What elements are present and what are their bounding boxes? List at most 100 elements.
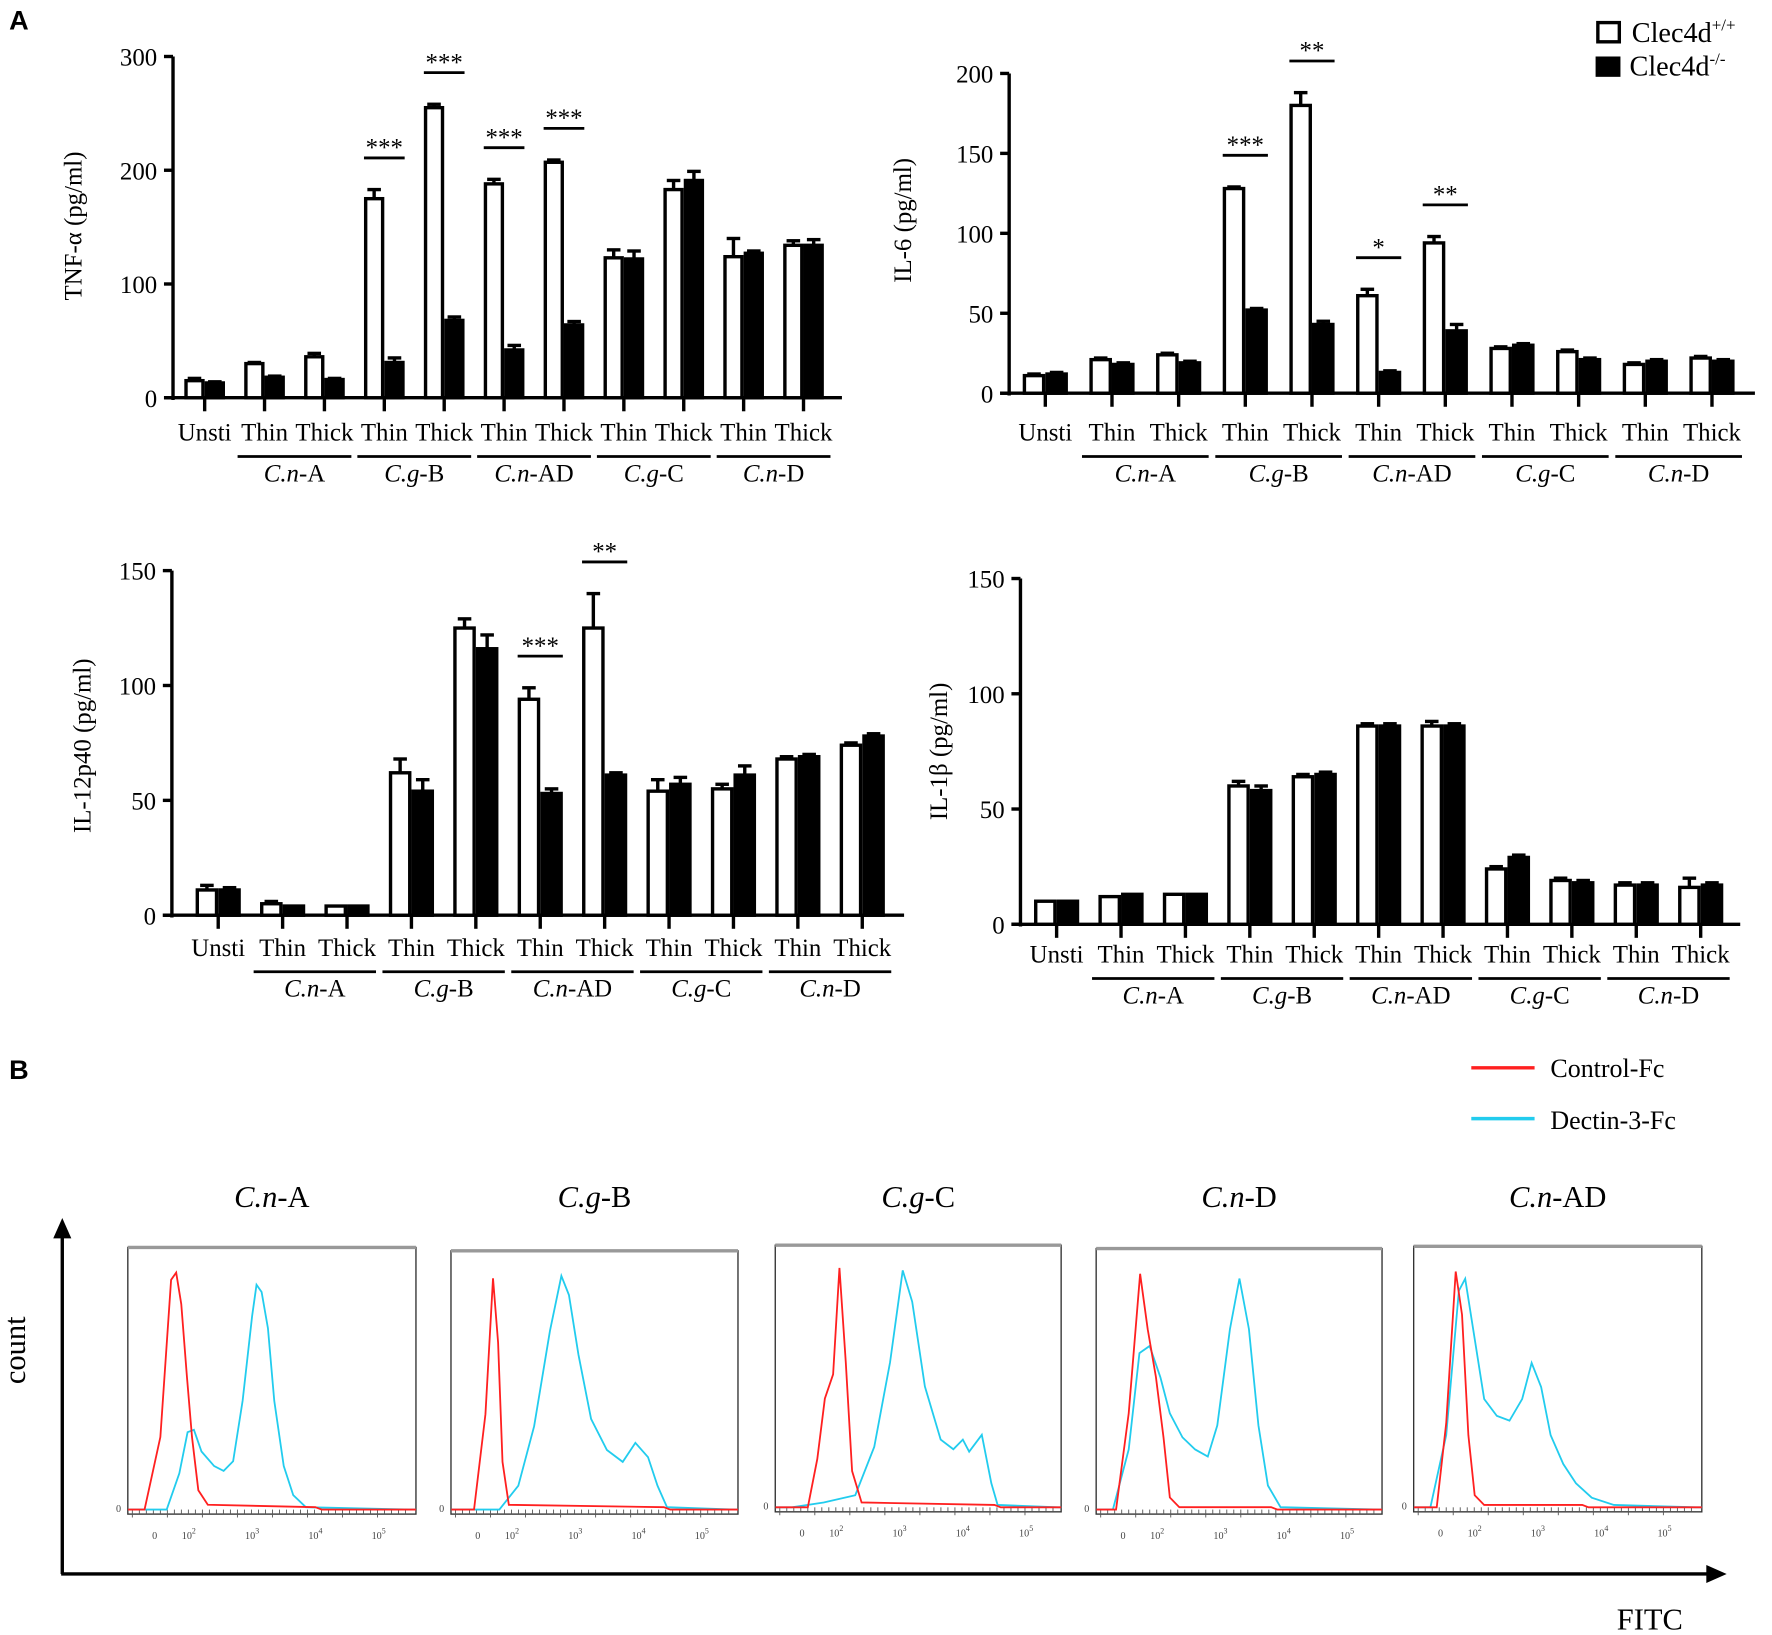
panel-label-a: A bbox=[9, 4, 29, 35]
x-tick-base: 0 bbox=[152, 1531, 157, 1542]
group-label: C.g-B bbox=[384, 460, 444, 487]
dectin-histogram-line bbox=[451, 1272, 738, 1511]
group-label-strain: -AD bbox=[568, 976, 612, 1003]
category-label: Thin bbox=[388, 935, 435, 962]
x-tick-exp: 4 bbox=[1287, 1526, 1291, 1535]
group-label-strain: -B bbox=[419, 460, 444, 487]
significance-stars: * bbox=[1372, 234, 1384, 261]
group-label: C.g-C bbox=[671, 976, 731, 1003]
x-tick-exp: 5 bbox=[1029, 1524, 1033, 1533]
group-label-strain: -C bbox=[659, 460, 684, 487]
category-label: Thick bbox=[775, 420, 834, 447]
bar-wt bbox=[1356, 293, 1379, 395]
category-label: Thin bbox=[1355, 942, 1402, 969]
group-label-strain: -AD bbox=[530, 460, 574, 487]
group-label-species: C.g bbox=[671, 976, 706, 1003]
group-label: C.n-D bbox=[1638, 982, 1699, 1009]
control-histogram-line bbox=[775, 1267, 1062, 1509]
bar-wt bbox=[388, 771, 412, 917]
x-tick-label: 0 bbox=[1438, 1529, 1443, 1540]
bar-ko bbox=[384, 360, 405, 400]
x-tick-base: 10 bbox=[1019, 1529, 1029, 1540]
bar-ko bbox=[504, 348, 525, 400]
y-tick-label: 50 bbox=[980, 797, 1005, 824]
category-label: Thin bbox=[720, 420, 767, 447]
bar-ko bbox=[1571, 881, 1595, 926]
bar-wt bbox=[839, 743, 863, 917]
x-tick-base: 10 bbox=[829, 1529, 839, 1540]
group-label-species: C.n bbox=[1371, 982, 1406, 1009]
bar-wt bbox=[244, 361, 265, 400]
group-label-strain: -A bbox=[319, 976, 345, 1003]
bar-wt bbox=[1162, 892, 1186, 926]
x-tick-exp: 5 bbox=[705, 1526, 709, 1535]
bar-ko bbox=[282, 904, 306, 917]
flow-title-species: C.n bbox=[1201, 1180, 1244, 1214]
control-histogram-line bbox=[451, 1278, 738, 1511]
group-label-species: C.g bbox=[414, 976, 449, 1003]
x-tick-label: 105 bbox=[1019, 1524, 1033, 1540]
bar-wt bbox=[184, 378, 205, 400]
x-tick-base: 10 bbox=[1340, 1531, 1350, 1542]
bar-wt bbox=[723, 254, 744, 400]
y-axis-title: TNF-α (pg/ml) bbox=[60, 152, 87, 301]
flow-panel-title: C.n-AD bbox=[1509, 1180, 1606, 1214]
group-label: C.g-C bbox=[1510, 982, 1570, 1009]
y-tick-label: 0 bbox=[144, 903, 156, 930]
x-tick-exp: 4 bbox=[1604, 1524, 1608, 1533]
group-label: C.g-B bbox=[414, 976, 474, 1003]
group-label-species: C.n bbox=[799, 976, 834, 1003]
significance-stars: *** bbox=[366, 135, 403, 162]
bar-wt bbox=[603, 256, 624, 400]
group-label: C.n-D bbox=[799, 976, 860, 1003]
fitc-axis-arrow-icon bbox=[1706, 1564, 1727, 1584]
group-label-strain: -A bbox=[299, 460, 325, 487]
group-label-species: C.n bbox=[1372, 460, 1407, 487]
bar-wt bbox=[304, 355, 325, 400]
x-tick-base: 10 bbox=[1213, 1531, 1223, 1542]
bar-ko bbox=[1111, 362, 1135, 395]
bar-wt bbox=[1678, 885, 1701, 926]
legend-dectin-label: Dectin-3-Fc bbox=[1550, 1106, 1675, 1135]
bar-wt bbox=[1291, 775, 1315, 926]
x-tick-exp: 3 bbox=[578, 1526, 582, 1535]
bar-ko bbox=[1378, 724, 1402, 926]
bar-ko bbox=[1378, 370, 1402, 395]
x-tick-label: 105 bbox=[372, 1526, 386, 1542]
bar-ko bbox=[1178, 361, 1202, 395]
bar-wt bbox=[1549, 878, 1572, 926]
bar-wt bbox=[1356, 724, 1379, 926]
bar-ko bbox=[1045, 372, 1068, 395]
histogram-frame bbox=[774, 1244, 1062, 1513]
y-tick-label: 50 bbox=[131, 788, 156, 815]
bar-wt bbox=[483, 182, 505, 400]
y-tick-label: 150 bbox=[956, 141, 993, 168]
bar-ko bbox=[218, 888, 241, 917]
bar-ko bbox=[1711, 359, 1735, 395]
x-tick-exp: 2 bbox=[515, 1526, 519, 1535]
flow-title-strain: -B bbox=[601, 1180, 632, 1214]
flow-panel-title: C.g-C bbox=[881, 1180, 955, 1214]
x-tick-base: 10 bbox=[245, 1531, 255, 1542]
bar-ko bbox=[563, 323, 585, 400]
group-label-strain: -D bbox=[1683, 460, 1709, 487]
x-tick-label: 103 bbox=[1213, 1526, 1227, 1542]
category-label: Thin bbox=[1484, 942, 1531, 969]
bar-wt bbox=[543, 160, 564, 400]
group-label-species: C.n bbox=[494, 460, 529, 487]
bar-wt bbox=[195, 888, 219, 917]
category-label: Thick bbox=[1550, 420, 1609, 447]
group-label: C.n-D bbox=[1648, 460, 1709, 487]
flow-title-strain: -AD bbox=[1552, 1180, 1606, 1214]
bar-wt bbox=[582, 626, 605, 917]
bar-wt bbox=[517, 697, 541, 917]
bar-ko bbox=[540, 791, 563, 917]
flow-panel-title: C.n-D bbox=[1201, 1180, 1276, 1214]
x-tick-label: 103 bbox=[568, 1526, 582, 1542]
bar-ko bbox=[604, 773, 628, 917]
category-label: Thick bbox=[1414, 942, 1473, 969]
x-tick-exp: 5 bbox=[1668, 1524, 1672, 1533]
